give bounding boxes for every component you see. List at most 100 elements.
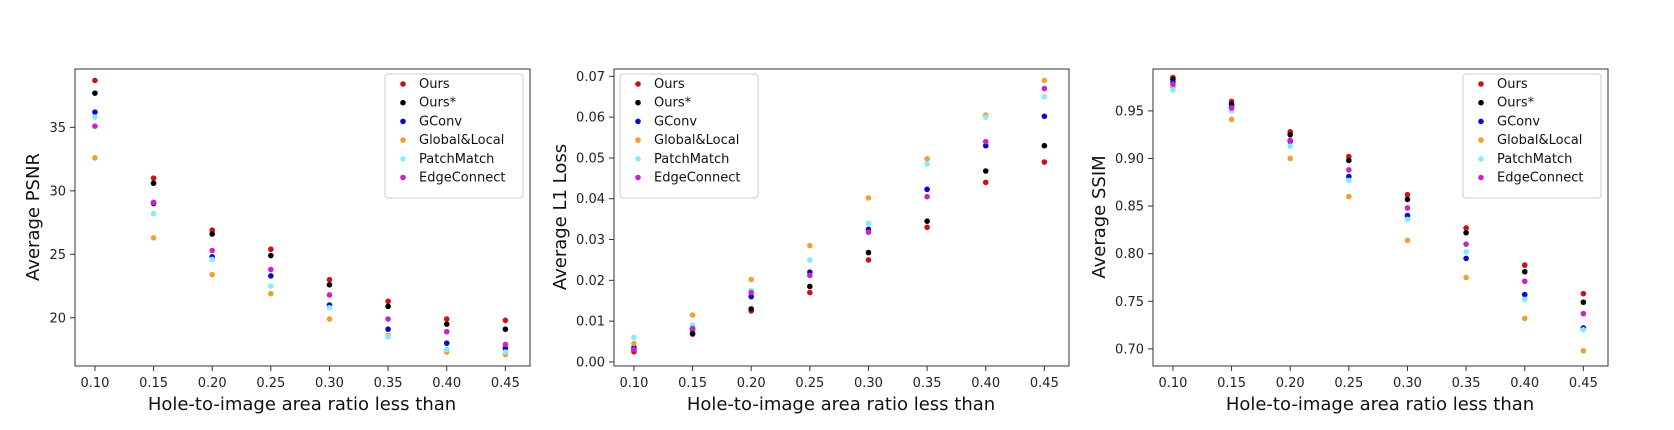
- psnr-legend-marker: [400, 81, 406, 87]
- l1-point-edgeconnect: [924, 193, 930, 200]
- ssim-point-patchmatch: [1170, 87, 1176, 93]
- psnr-point-patchmatch: [326, 304, 333, 311]
- ssim-y-tick-label: 0.70: [1115, 342, 1144, 357]
- psnr-legend-label: PatchMatch: [419, 152, 494, 167]
- ssim-legend-label: PatchMatch: [1497, 152, 1572, 167]
- l1-point-global-local: [865, 195, 872, 201]
- ssim-point-global-local: [1521, 315, 1528, 322]
- l1-point-edgeconnect: [982, 138, 989, 145]
- ssim-point-ours-: [1287, 131, 1294, 138]
- l1-x-tick-label: 0.45: [1030, 376, 1059, 391]
- l1-legend-box: [619, 73, 759, 199]
- ssim-y-tick-label: 0.90: [1115, 152, 1144, 167]
- psnr-point-ours-: [502, 326, 509, 332]
- psnr-point-edgeconnect: [268, 266, 274, 273]
- l1-legend-marker: [635, 174, 641, 181]
- l1-points: [631, 77, 1048, 355]
- ssim-legend-label: EdgeConnect: [1497, 171, 1583, 186]
- ssim-panel: 0.10 0.15 0.20 0.25 0.30 0.35 0.40 0.45 0.700.7…: [1089, 68, 1609, 415]
- l1-y-tick-label: 0.04: [576, 192, 605, 207]
- ssim-y-ticks: 0.70 0.75 0.80 0.85 0.90 0.95: [1115, 104, 1153, 357]
- psnr-point-ours: [385, 298, 391, 305]
- ssim-x-tick-label: 0.15: [1217, 376, 1246, 391]
- l1-legend-marker: [635, 118, 641, 125]
- psnr-plot-area: [74, 68, 531, 367]
- l1-point-ours-: [1041, 142, 1048, 149]
- psnr-x-tick-label: 0.10: [80, 376, 109, 391]
- l1-legend-label: Ours: [654, 77, 685, 92]
- psnr-point-ours-: [209, 231, 216, 237]
- l1-y-ticks: 0.00 0.01 0.02 0.03 0.04 0.05 0.06 0.07: [576, 70, 614, 370]
- psnr-y-tick-label: 20: [49, 311, 66, 326]
- ssim-point-patchmatch: [1580, 327, 1587, 333]
- psnr-x-tick-label: 0.35: [374, 376, 403, 391]
- psnr-x-ticks: 0.10 0.15 0.20 0.25 0.30 0.35 0.40 0.45: [80, 366, 520, 391]
- ssim-point-gconv: [1521, 291, 1528, 298]
- l1-point-patchmatch: [1041, 93, 1048, 100]
- l1-x-tick-label: 0.20: [737, 376, 766, 391]
- l1-plot-area: [613, 68, 1070, 367]
- psnr-point-patchmatch: [502, 349, 509, 355]
- ssim-point-edgeconnect: [1580, 310, 1587, 317]
- l1-legend-label: EdgeConnect: [654, 171, 740, 186]
- l1-legend-marker: [635, 137, 641, 143]
- ssim-point-global-local: [1463, 274, 1469, 281]
- psnr-legend-label: EdgeConnect: [419, 171, 505, 186]
- psnr-point-global-local: [268, 290, 274, 297]
- l1-y-tick-label: 0.06: [576, 111, 605, 126]
- psnr-point-ours-: [385, 303, 391, 310]
- psnr-point-ours: [443, 316, 450, 322]
- psnr-legend-label: Global&Local: [419, 133, 504, 148]
- psnr-point-ours: [92, 77, 98, 84]
- ssim-legend-marker: [1478, 156, 1484, 162]
- l1-point-patchmatch: [631, 334, 637, 341]
- ssim-point-edgeconnect: [1463, 241, 1469, 247]
- psnr-point-edgeconnect: [502, 341, 509, 348]
- l1-point-global-local: [631, 340, 637, 347]
- psnr-point-gconv: [268, 273, 274, 279]
- psnr-points: [92, 77, 509, 358]
- psnr-legend-label: Ours*: [419, 96, 457, 111]
- ssim-y-tick-label: 0.85: [1115, 200, 1144, 215]
- ssim-x-tick-label: 0.35: [1452, 376, 1481, 391]
- ssim-legend-label: Ours*: [1497, 96, 1535, 111]
- ssim-legend-marker: [1478, 81, 1484, 87]
- ssim-point-ours-: [1521, 268, 1528, 275]
- ssim-legend-label: GConv: [1497, 114, 1540, 129]
- psnr-point-gconv: [92, 109, 98, 115]
- psnr-point-ours-: [268, 252, 274, 259]
- l1-point-ours: [807, 289, 813, 296]
- psnr-legend-marker: [400, 99, 406, 106]
- l1-legend-label: PatchMatch: [654, 152, 729, 167]
- psnr-point-edgeconnect: [385, 316, 391, 322]
- ssim-legend-entries: Ours Ours* GConv Global&Local PatchMatch Edge…: [1478, 77, 1583, 186]
- psnr-point-edgeconnect: [150, 199, 157, 206]
- l1-point-global-local: [924, 155, 930, 162]
- psnr-x-tick-label: 0.30: [315, 376, 344, 391]
- l1-point-ours-: [982, 168, 989, 174]
- l1-point-global-local: [1041, 77, 1048, 84]
- l1-y-tick-label: 0.00: [576, 355, 605, 370]
- l1-point-ours-: [865, 249, 872, 256]
- psnr-y-tick-label: 30: [49, 184, 66, 199]
- l1-point-ours-: [689, 330, 696, 337]
- ssim-legend-marker: [1478, 99, 1484, 106]
- psnr-x-axis-label: Hole-to-image area ratio less than: [148, 394, 456, 415]
- ssim-y-tick-label: 0.80: [1115, 247, 1144, 262]
- l1-y-tick-label: 0.01: [576, 315, 605, 330]
- l1-point-edgeconnect: [689, 325, 696, 332]
- psnr-y-tick-label: 35: [49, 121, 66, 136]
- l1-y-axis-label: Average L1 Loss: [550, 144, 571, 290]
- ssim-legend-box: [1462, 73, 1602, 199]
- psnr-legend-entries: Ours Ours* GConv Global&Local PatchMatch Edge…: [400, 77, 505, 186]
- l1-x-tick-label: 0.40: [971, 376, 1000, 391]
- l1-point-edgeconnect: [1041, 85, 1048, 92]
- ssim-y-tick-label: 0.95: [1115, 104, 1144, 119]
- l1-point-ours: [982, 179, 989, 186]
- l1-point-gconv: [982, 142, 989, 149]
- l1-legend-label: Global&Local: [654, 133, 739, 148]
- psnr-x-tick-label: 0.40: [432, 376, 461, 391]
- ssim-point-patchmatch: [1287, 143, 1294, 149]
- ssim-y-tick-label: 0.75: [1115, 295, 1144, 310]
- ssim-point-global-local: [1228, 116, 1235, 123]
